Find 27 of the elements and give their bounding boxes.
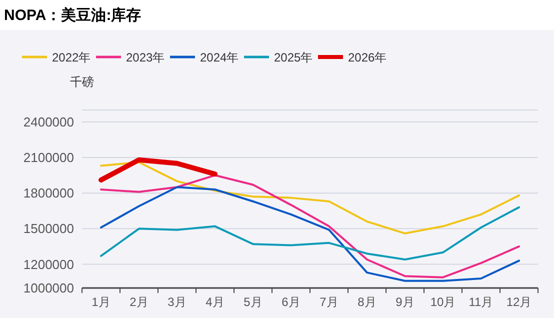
x-tick-label: 8月 bbox=[358, 295, 376, 309]
x-tick-label: 6月 bbox=[282, 295, 300, 309]
line-series bbox=[100, 161, 520, 234]
y-tick-label: 2400000 bbox=[23, 114, 74, 130]
legend-label: 2026年 bbox=[348, 50, 387, 64]
x-tick-label: 7月 bbox=[320, 295, 338, 309]
legend-label: 2024年 bbox=[200, 50, 239, 64]
x-tick-label: 2月 bbox=[130, 295, 148, 309]
x-tick-label: 3月 bbox=[168, 295, 186, 309]
x-tick-label: 12月 bbox=[506, 295, 532, 309]
y-tick-label: 2100000 bbox=[23, 150, 74, 165]
legend-label: 2022年 bbox=[52, 50, 91, 64]
y-axis-title: 千磅 bbox=[70, 75, 94, 89]
x-tick-label: 11月 bbox=[468, 295, 494, 309]
y-tick-label: 1000000 bbox=[23, 280, 74, 296]
y-tick-label: 1500000 bbox=[23, 221, 74, 236]
x-tick-label: 4月 bbox=[206, 295, 224, 309]
y-tick-label: 1200000 bbox=[23, 256, 74, 272]
chart-title: NOPA：美豆油:库存 bbox=[4, 6, 142, 24]
legend-label: 2023年 bbox=[126, 50, 165, 64]
line-series bbox=[100, 206, 520, 261]
legend-label: 2025年 bbox=[274, 50, 313, 64]
x-tick-label: 10月 bbox=[430, 295, 456, 309]
y-tick-label: 1800000 bbox=[23, 186, 74, 201]
x-tick-label: 9月 bbox=[396, 295, 414, 309]
x-tick-label: 5月 bbox=[244, 295, 262, 309]
x-tick-label: 1月 bbox=[92, 295, 110, 309]
